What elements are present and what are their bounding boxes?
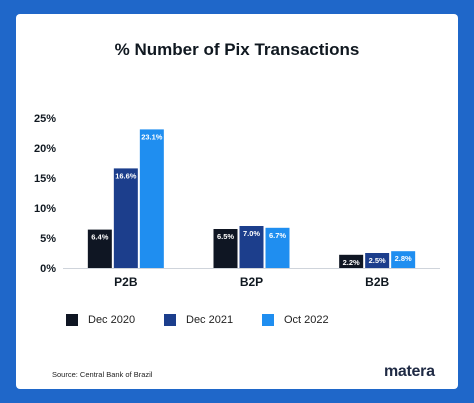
bar-p2b-0: [87, 229, 112, 268]
legend-item-dec-2020: Dec 2020: [66, 314, 135, 326]
y-tick-label: 0%: [40, 263, 56, 275]
y-tick-label: 5%: [40, 233, 56, 245]
data-label: 6.4%: [91, 233, 108, 242]
data-label: 6.5%: [217, 232, 234, 241]
x-category-label: B2B: [365, 275, 389, 289]
source-note: Source: Central Bank of Brazil: [52, 370, 153, 379]
data-label: 2.8%: [395, 254, 412, 263]
data-label: 23.1%: [141, 132, 163, 141]
bar-b2p-0: [213, 229, 238, 268]
data-label: 6.7%: [269, 231, 286, 240]
chart-title: % Number of Pix Transactions: [114, 40, 360, 59]
legend-label-dec-2021: Dec 2021: [186, 314, 234, 326]
y-tick-label: 15%: [34, 173, 56, 185]
bar-b2b-0: [339, 254, 364, 268]
legend-item-oct-2022: Oct 2022: [262, 314, 329, 326]
y-tick-label: 10%: [34, 203, 56, 215]
data-label: 2.2%: [343, 258, 360, 267]
bar-b2b-2: [391, 251, 416, 268]
data-label: 16.6%: [115, 171, 137, 180]
x-category-label: B2P: [240, 275, 263, 289]
bar-p2b-2: [139, 129, 164, 268]
y-tick-label: 20%: [34, 143, 56, 155]
legend-swatch-dec-2021: [164, 314, 176, 326]
chart-card: [16, 14, 458, 389]
legend-item-dec-2021: Dec 2021: [164, 314, 233, 326]
y-tick-label: 25%: [34, 113, 56, 125]
bar-b2p-2: [265, 227, 290, 268]
bar-b2b-1: [365, 253, 390, 268]
legend-label-oct-2022: Oct 2022: [284, 314, 329, 326]
legend-swatch-oct-2022: [262, 314, 274, 326]
bar-b2p-1: [239, 226, 264, 268]
legend-swatch-dec-2020: [66, 314, 78, 326]
matera-logo: matera: [384, 363, 435, 380]
data-label: 7.0%: [243, 229, 260, 238]
bar-p2b-1: [113, 168, 138, 268]
x-category-label: P2B: [114, 275, 138, 289]
data-label: 2.5%: [369, 256, 386, 265]
legend-label-dec-2020: Dec 2020: [88, 314, 136, 326]
